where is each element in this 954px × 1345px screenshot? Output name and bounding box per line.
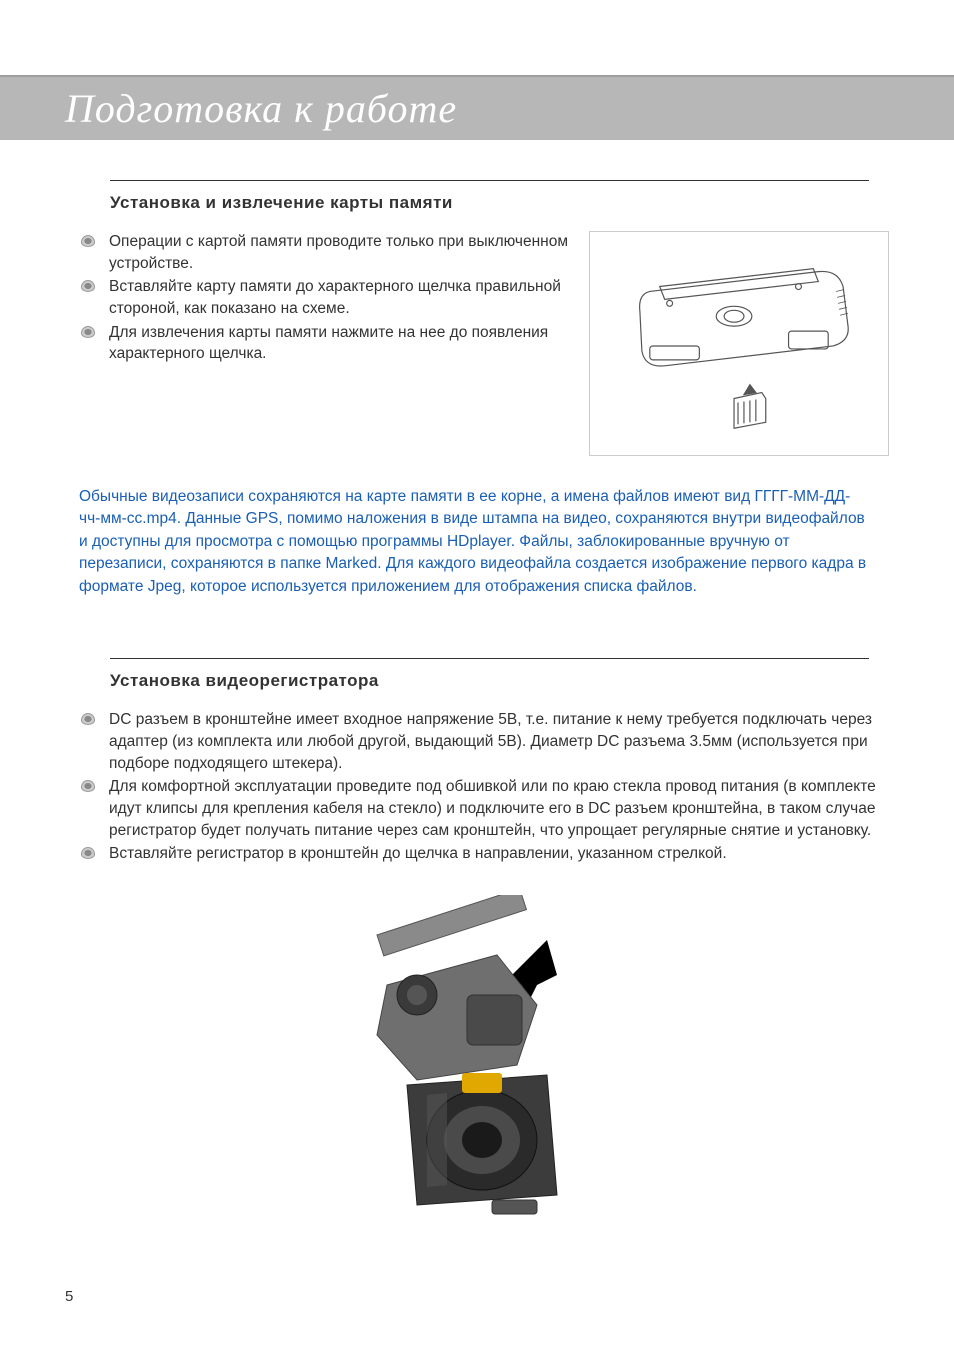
section2-bullets: DC разъем в кронштейне имеет входное нап… bbox=[65, 709, 889, 865]
section1-heading: Установка и извлечение карты памяти bbox=[110, 193, 889, 213]
section2-heading: Установка видеорегистратора bbox=[110, 671, 889, 691]
page-title: Подготовка к работе bbox=[65, 85, 954, 132]
list-item: Для комфортной эксплуатации проведите по… bbox=[79, 776, 889, 841]
section2-figure bbox=[65, 895, 889, 1255]
page-number: 5 bbox=[65, 1288, 73, 1305]
device-line-drawing-icon bbox=[590, 232, 888, 455]
list-item: Операции с картой памяти проводите тольк… bbox=[79, 231, 569, 274]
list-item: Вставляйте регистратор в кронштейн до ще… bbox=[79, 843, 889, 865]
page-content: Установка и извлечение карты памяти Опер… bbox=[65, 180, 889, 1255]
list-item: DC разъем в кронштейне имеет входное нап… bbox=[79, 709, 889, 774]
title-banner: Подготовка к работе bbox=[0, 75, 954, 140]
section1-figure bbox=[589, 231, 889, 456]
document-page: Подготовка к работе Установка и извлечен… bbox=[0, 0, 954, 1345]
list-item: Вставляйте карту памяти до характерного … bbox=[79, 276, 569, 319]
section1-bullets: Операции с картой памяти проводите тольк… bbox=[65, 231, 569, 367]
list-item: Для извлечения карты памяти нажмите на н… bbox=[79, 322, 569, 365]
section-rule bbox=[110, 658, 869, 659]
info-note: Обычные видеозаписи сохраняются на карте… bbox=[79, 486, 889, 598]
device-mount-render-icon bbox=[297, 895, 657, 1255]
section-rule bbox=[110, 180, 869, 181]
section1-row: Операции с картой памяти проводите тольк… bbox=[65, 231, 889, 456]
